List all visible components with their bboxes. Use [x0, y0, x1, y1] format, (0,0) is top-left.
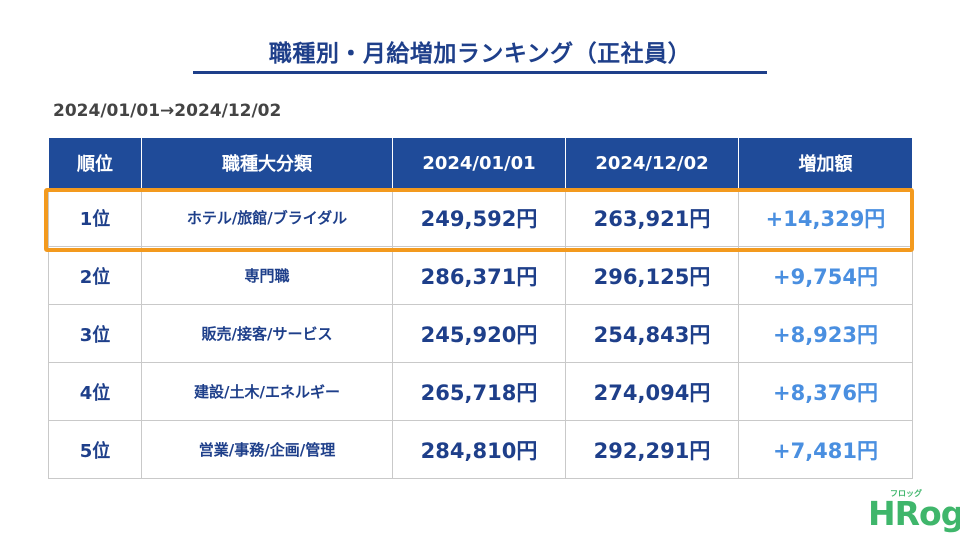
job-cell: ホテル/旅館/ブライダル: [141, 188, 393, 247]
period-label: 2024/01/01→2024/12/02: [53, 101, 282, 121]
title-underline: [193, 71, 767, 74]
table-row: 3位 販売/接客/サービス 245,920円 254,843円 +8,923円: [48, 304, 913, 363]
rank-cell: 1位: [48, 188, 142, 247]
job-cell: 営業/事務/企画/管理: [141, 420, 393, 479]
header-date-end: 2024/12/02: [565, 137, 739, 189]
salary-start-cell: 265,718円: [392, 362, 566, 421]
increase-cell: +14,329円: [738, 188, 913, 247]
page-title: 職種別・月給増加ランキング（正社員）: [268, 41, 692, 67]
header-job-category: 職種大分類: [141, 137, 393, 189]
job-cell: 販売/接客/サービス: [141, 304, 393, 363]
header-increase: 増加額: [738, 137, 913, 189]
job-cell: 専門職: [141, 246, 393, 305]
salary-start-cell: 245,920円: [392, 304, 566, 363]
salary-end-cell: 296,125円: [565, 246, 739, 305]
logo-ruby: フロッグ: [890, 489, 922, 498]
table-row: 2位 専門職 286,371円 296,125円 +9,754円: [48, 246, 913, 305]
rank-cell: 5位: [48, 420, 142, 479]
rank-cell: 4位: [48, 362, 142, 421]
increase-cell: +8,923円: [738, 304, 913, 363]
header-date-start: 2024/01/01: [392, 137, 566, 189]
table-row: 5位 営業/事務/企画/管理 284,810円 292,291円 +7,481円: [48, 420, 913, 479]
salary-end-cell: 274,094円: [565, 362, 739, 421]
rank-cell: 2位: [48, 246, 142, 305]
job-cell: 建設/土木/エネルギー: [141, 362, 393, 421]
header-rank: 順位: [48, 137, 142, 189]
increase-cell: +7,481円: [738, 420, 913, 479]
table-row: 4位 建設/土木/エネルギー 265,718円 274,094円 +8,376円: [48, 362, 913, 421]
salary-start-cell: 284,810円: [392, 420, 566, 479]
salary-start-cell: 286,371円: [392, 246, 566, 305]
table-header-row: 順位 職種大分類 2024/01/01 2024/12/02 増加額: [48, 137, 913, 189]
increase-cell: +8,376円: [738, 362, 913, 421]
increase-cell: +9,754円: [738, 246, 913, 305]
salary-end-cell: 263,921円: [565, 188, 739, 247]
salary-start-cell: 249,592円: [392, 188, 566, 247]
salary-end-cell: 292,291円: [565, 420, 739, 479]
ranking-table: 順位 職種大分類 2024/01/01 2024/12/02 増加額 1位 ホテ…: [48, 137, 913, 479]
brand-logo: フロッグ HRog: [868, 488, 960, 534]
rank-cell: 3位: [48, 304, 142, 363]
logo-text: HRog: [868, 494, 960, 533]
salary-end-cell: 254,843円: [565, 304, 739, 363]
table-row: 1位 ホテル/旅館/ブライダル 249,592円 263,921円 +14,32…: [48, 188, 913, 247]
